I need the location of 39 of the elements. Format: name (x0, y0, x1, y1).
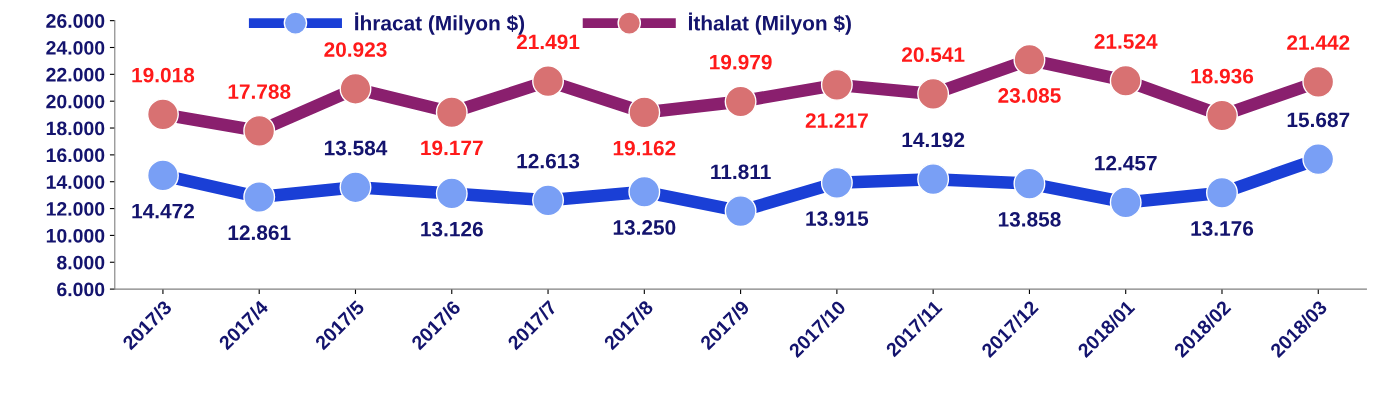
data-label: 13.250 (613, 220, 676, 235)
data-label: 23.085 (998, 88, 1061, 103)
data-label: 13.584 (324, 140, 388, 156)
y-tick-label: 12.000 (46, 202, 105, 216)
y-tick-label: 16.000 (46, 148, 105, 163)
y-tick-label: 6.000 (57, 282, 105, 297)
y-tick-label: 24.000 (46, 40, 105, 55)
data-label: 19.177 (421, 140, 483, 156)
y-tick-label: 8.000 (57, 255, 105, 270)
data-label: 21.217 (805, 113, 868, 128)
data-label: 20.923 (324, 42, 387, 57)
data-label: 12.861 (228, 225, 291, 241)
data-label: 14.192 (902, 132, 965, 148)
y-tick-label: 14.000 (46, 175, 105, 189)
data-label: 13.915 (806, 211, 869, 226)
data-label: 15.687 (1287, 112, 1350, 128)
data-label: 21.442 (1287, 35, 1350, 50)
y-tick-label: 10.000 (46, 228, 105, 243)
data-label: 14.472 (132, 203, 194, 219)
data-label: 11.811 (711, 164, 771, 180)
data-label: 13.126 (421, 221, 483, 237)
data-label: 19.162 (613, 140, 676, 156)
data-label: 13.858 (998, 211, 1061, 227)
data-label: 19.018 (132, 67, 195, 83)
y-tick-label: 22.000 (46, 67, 105, 82)
data-label: 21.491 (516, 34, 580, 50)
data-label: 17.788 (228, 84, 291, 99)
data-label: 12.457 (1095, 155, 1157, 171)
y-tick-label: 26.000 (46, 14, 105, 28)
data-label: 13.176 (1191, 221, 1254, 236)
legend-label: İhracat (Milyon $) (355, 12, 525, 35)
data-label: 20.541 (902, 47, 965, 63)
y-tick-label: 20.000 (46, 94, 105, 109)
legend-label: İthalat (Milyon $) (688, 12, 851, 35)
data-label: 19.979 (710, 54, 772, 70)
data-label: 21.524 (1094, 34, 1158, 49)
data-label: 18.936 (1191, 68, 1254, 84)
y-tick-label: 18.000 (46, 121, 105, 136)
data-label: 12.613 (517, 153, 580, 169)
